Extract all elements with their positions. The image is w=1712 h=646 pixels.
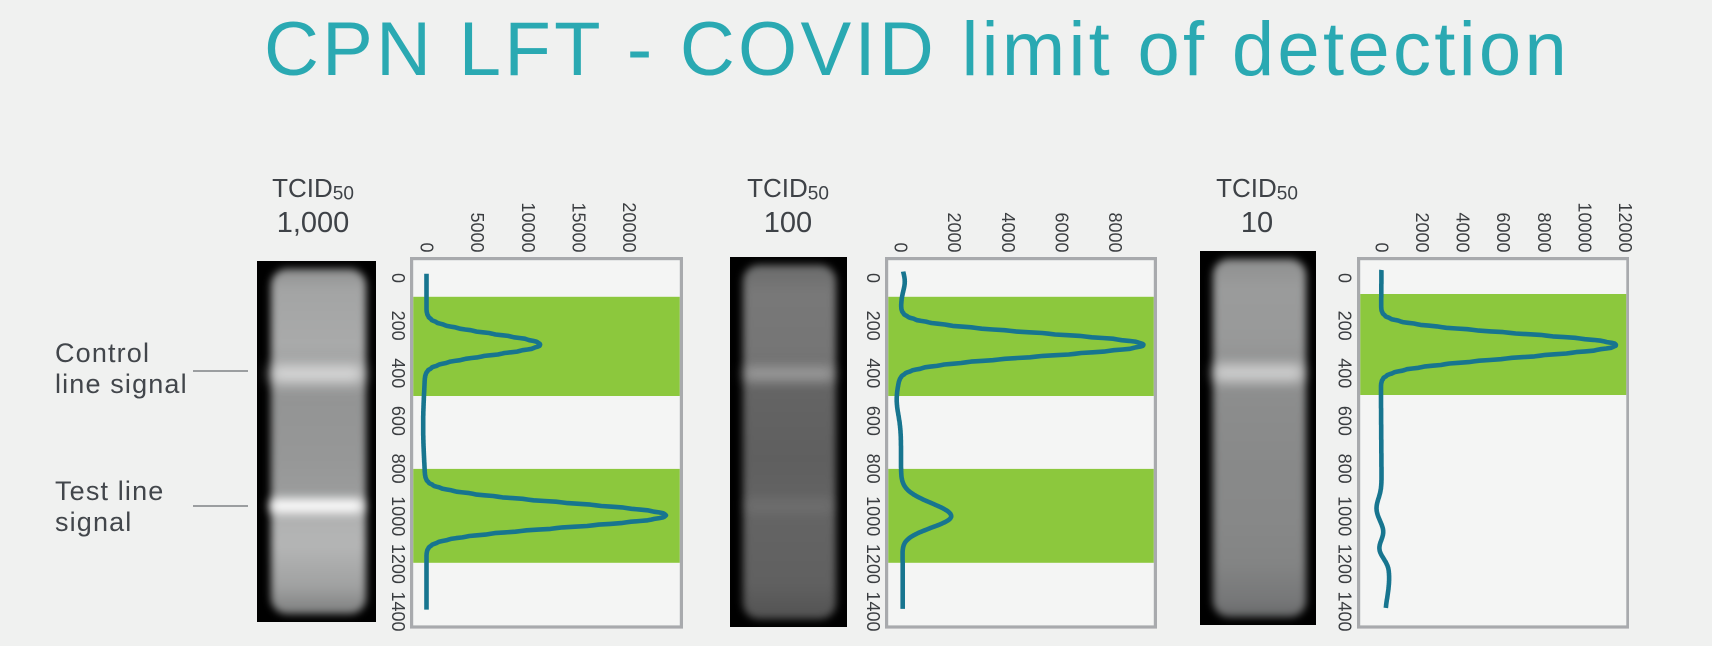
svg-text:200: 200 xyxy=(1334,311,1354,341)
svg-text:1200: 1200 xyxy=(388,544,408,584)
svg-text:1000: 1000 xyxy=(388,496,408,536)
svg-text:1400: 1400 xyxy=(863,591,883,631)
svg-text:800: 800 xyxy=(1334,454,1354,484)
svg-text:200: 200 xyxy=(388,311,408,341)
svg-text:0: 0 xyxy=(890,242,910,252)
svg-text:8000: 8000 xyxy=(1534,212,1554,252)
svg-text:2000: 2000 xyxy=(1412,212,1432,252)
svg-text:0: 0 xyxy=(388,273,408,283)
svg-text:12000: 12000 xyxy=(1615,202,1635,252)
svg-text:10000: 10000 xyxy=(1574,202,1594,252)
svg-text:200: 200 xyxy=(863,311,883,341)
svg-text:4000: 4000 xyxy=(1453,212,1473,252)
svg-text:5000: 5000 xyxy=(467,212,487,252)
svg-text:800: 800 xyxy=(863,454,883,484)
svg-text:600: 600 xyxy=(1334,406,1354,436)
svg-text:6000: 6000 xyxy=(1493,212,1513,252)
svg-text:0: 0 xyxy=(1371,242,1391,252)
svg-text:1400: 1400 xyxy=(388,591,408,631)
svg-text:0: 0 xyxy=(863,273,883,283)
svg-text:6000: 6000 xyxy=(1052,212,1072,252)
svg-text:400: 400 xyxy=(863,358,883,388)
svg-text:4000: 4000 xyxy=(998,212,1018,252)
svg-text:0: 0 xyxy=(416,242,436,252)
svg-text:20000: 20000 xyxy=(619,202,639,252)
svg-text:600: 600 xyxy=(863,406,883,436)
svg-text:1200: 1200 xyxy=(863,544,883,584)
svg-text:1000: 1000 xyxy=(863,496,883,536)
svg-text:10000: 10000 xyxy=(518,202,538,252)
svg-text:8000: 8000 xyxy=(1105,212,1125,252)
svg-text:400: 400 xyxy=(1334,358,1354,388)
svg-text:15000: 15000 xyxy=(569,202,589,252)
svg-text:1400: 1400 xyxy=(1334,591,1354,631)
svg-text:800: 800 xyxy=(388,454,408,484)
svg-text:1000: 1000 xyxy=(1334,496,1354,536)
svg-text:400: 400 xyxy=(388,358,408,388)
svg-text:1200: 1200 xyxy=(1334,544,1354,584)
svg-text:2000: 2000 xyxy=(944,212,964,252)
svg-text:600: 600 xyxy=(388,406,408,436)
svg-text:0: 0 xyxy=(1334,273,1354,283)
